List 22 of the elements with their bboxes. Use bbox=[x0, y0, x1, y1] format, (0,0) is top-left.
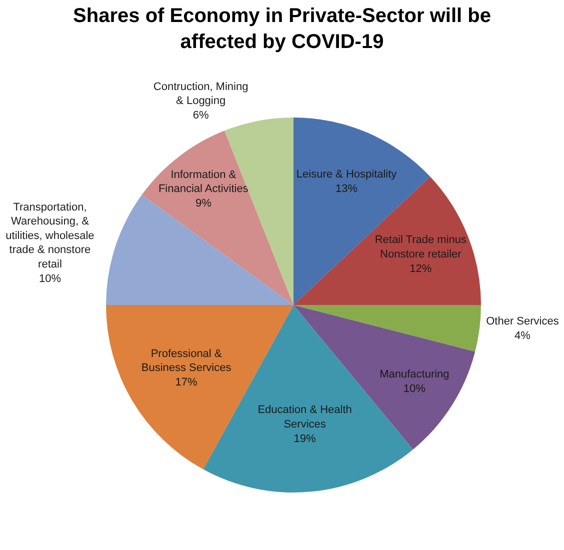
slice-label: Information & Financial Activities bbox=[158, 168, 249, 196]
pie-slice bbox=[294, 305, 481, 352]
pie-slice bbox=[142, 130, 294, 305]
data-label: 6% bbox=[192, 110, 209, 122]
chart-title: Shares of Economy in Private-Sector will be affected by COVID-19 bbox=[73, 5, 491, 53]
pie-slice bbox=[106, 194, 294, 305]
data-label: 10% bbox=[38, 272, 62, 285]
data-label: 10% bbox=[403, 382, 426, 395]
slice-label: Leisure & Hospitality bbox=[296, 168, 398, 181]
slice-label: Professional & Business Services bbox=[141, 348, 232, 374]
data-label: 12% bbox=[410, 262, 432, 275]
data-label: 4% bbox=[514, 330, 531, 342]
data-label: 17% bbox=[175, 376, 198, 389]
slice-label: Manufacturing bbox=[380, 368, 450, 381]
data-label: 13% bbox=[336, 182, 358, 195]
slice-label: Transportation, Warehousing, & utilities, wholesale trade & nonstore retail bbox=[6, 201, 94, 271]
slice-label: Contruction, Mining & Logging bbox=[153, 80, 248, 108]
slice-label: Retail Trade minus Nonstore retailer bbox=[374, 234, 468, 261]
slice-label: Other Services bbox=[486, 316, 560, 328]
data-label: 9% bbox=[195, 197, 212, 210]
slice-label: Education & Health Services bbox=[258, 404, 352, 430]
data-label: 19% bbox=[294, 432, 316, 445]
